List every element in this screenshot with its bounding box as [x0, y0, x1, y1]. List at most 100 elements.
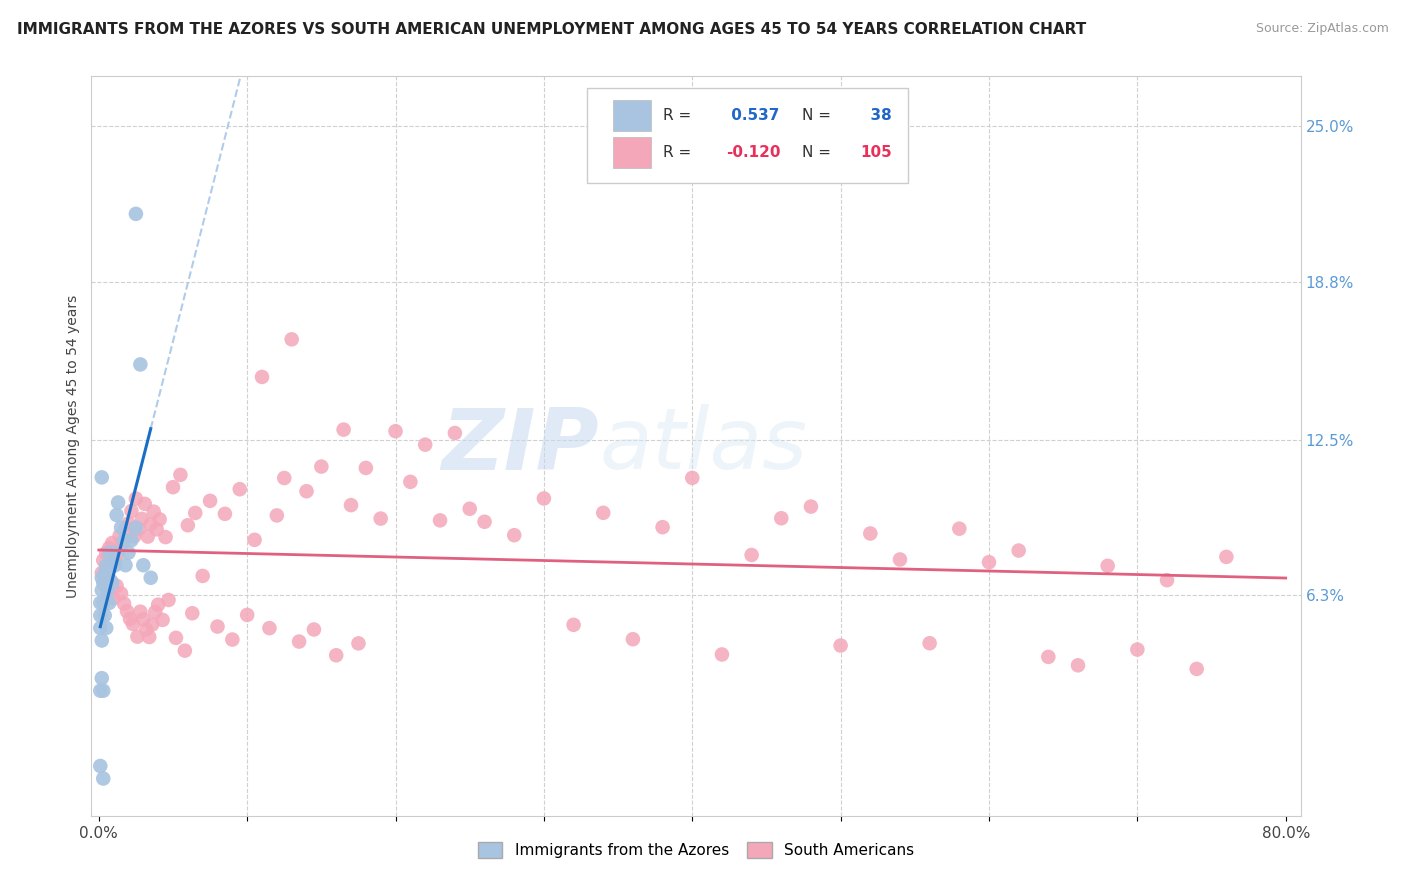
Point — [110, 586, 132, 600]
Point — [138, 630, 160, 644]
Text: 0.537: 0.537 — [725, 108, 779, 123]
Point — [91, 596, 114, 610]
Point — [101, 536, 124, 550]
Point — [90, 571, 112, 585]
Point — [429, 513, 451, 527]
Point — [651, 520, 673, 534]
Point — [165, 631, 187, 645]
Point — [110, 520, 132, 534]
Point — [134, 497, 156, 511]
Point — [120, 504, 142, 518]
Point — [89, 596, 111, 610]
Point — [129, 358, 152, 372]
Point — [93, 578, 115, 592]
Point — [105, 579, 128, 593]
Text: R =: R = — [664, 145, 696, 160]
Point — [830, 639, 852, 653]
Point — [125, 520, 148, 534]
Point — [1156, 573, 1178, 587]
Point — [90, 633, 112, 648]
Point — [474, 515, 496, 529]
Point — [413, 437, 436, 451]
Point — [100, 574, 122, 588]
Point — [125, 207, 148, 221]
Point — [96, 621, 118, 635]
Point — [91, 772, 114, 786]
Point — [948, 522, 970, 536]
Point — [118, 612, 141, 626]
Text: N =: N = — [803, 145, 837, 160]
Point — [139, 517, 162, 532]
FancyBboxPatch shape — [588, 88, 908, 183]
Point — [770, 511, 793, 525]
Point — [149, 512, 172, 526]
Text: atlas: atlas — [599, 404, 807, 488]
Text: 38: 38 — [860, 108, 893, 123]
Text: N =: N = — [803, 108, 837, 123]
Point — [152, 613, 174, 627]
Point — [115, 604, 138, 618]
Point — [135, 623, 157, 637]
Text: IMMIGRANTS FROM THE AZORES VS SOUTH AMERICAN UNEMPLOYMENT AMONG AGES 45 TO 54 YE: IMMIGRANTS FROM THE AZORES VS SOUTH AMER… — [17, 22, 1085, 37]
Point — [311, 459, 333, 474]
Point — [229, 482, 252, 496]
Point — [354, 461, 377, 475]
Point — [146, 598, 169, 612]
Point — [145, 522, 167, 536]
Point — [107, 546, 129, 560]
Point — [91, 575, 114, 590]
Point — [129, 605, 152, 619]
Point — [142, 505, 165, 519]
Legend: Immigrants from the Azores, South Americans: Immigrants from the Azores, South Americ… — [472, 836, 920, 864]
Point — [444, 425, 467, 440]
FancyBboxPatch shape — [613, 100, 651, 131]
Point — [103, 546, 125, 560]
Point — [91, 553, 114, 567]
Point — [236, 607, 259, 622]
Point — [280, 332, 302, 346]
Point — [96, 546, 118, 560]
Point — [122, 617, 145, 632]
Point — [90, 583, 112, 598]
Point — [184, 506, 207, 520]
Point — [273, 471, 295, 485]
Point — [533, 491, 555, 506]
Point — [173, 643, 195, 657]
Point — [243, 533, 266, 547]
Point — [98, 546, 121, 560]
Point — [100, 558, 122, 573]
Point — [800, 500, 823, 514]
Point — [889, 552, 911, 566]
Point — [125, 491, 148, 506]
Point — [562, 617, 585, 632]
Point — [98, 541, 121, 555]
Point — [117, 546, 139, 560]
Point — [347, 636, 370, 650]
Point — [621, 632, 644, 647]
Text: ZIP: ZIP — [441, 404, 599, 488]
Point — [114, 558, 136, 573]
Point — [503, 528, 526, 542]
Point — [340, 498, 363, 512]
Point — [214, 507, 236, 521]
Point — [108, 529, 131, 543]
Point — [221, 632, 243, 647]
Point — [127, 630, 149, 644]
Point — [681, 471, 703, 485]
Point — [112, 597, 135, 611]
Point — [136, 530, 159, 544]
Point — [1067, 658, 1090, 673]
Point — [107, 495, 129, 509]
Point — [207, 619, 229, 633]
Point — [132, 612, 155, 626]
Point — [266, 508, 288, 523]
Text: R =: R = — [664, 108, 696, 123]
Point — [155, 530, 177, 544]
Point — [98, 596, 121, 610]
Point — [1185, 662, 1208, 676]
Point — [112, 533, 135, 548]
Point — [131, 512, 153, 526]
Text: Source: ZipAtlas.com: Source: ZipAtlas.com — [1256, 22, 1389, 36]
Point — [114, 521, 136, 535]
Point — [89, 608, 111, 623]
